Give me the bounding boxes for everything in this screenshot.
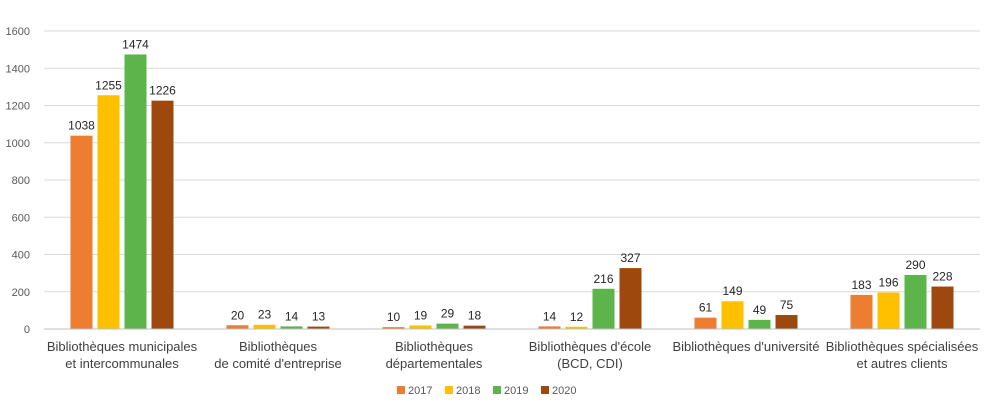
bar-2019 [280,326,303,329]
category-label: Bibliothèques [239,339,318,354]
bar-2020 [931,286,954,329]
data-label: 14 [285,309,299,323]
bar-2018 [253,324,276,329]
y-tick-label: 1000 [6,138,30,150]
legend-label: 2020 [552,385,576,397]
bar-2017 [382,327,405,329]
bar-2017 [850,294,873,329]
data-label: 1474 [122,37,149,51]
y-axis-tick-labels: 0 200 400 600 800 1000 1200 1400 1600 [6,26,30,336]
data-label: 29 [441,307,455,321]
bar-2020 [463,325,486,329]
data-label: 216 [593,272,613,286]
data-label: 20 [231,308,245,322]
y-tick-label: 1600 [6,26,30,38]
data-label: 149 [722,284,742,298]
gridlines [44,30,980,293]
category-label: Bibliothèques municipales [47,339,198,354]
data-label: 196 [878,275,898,289]
data-label: 1038 [68,119,95,133]
data-label: 61 [699,301,713,315]
bar-2018 [409,325,432,329]
legend: 2017 2018 2019 2020 [397,385,576,397]
bar-2017 [538,326,561,329]
data-label: 327 [620,251,640,265]
legend-swatch [397,386,405,394]
category-labels: Bibliothèques municipales et intercommuna… [47,339,979,371]
bar-2020 [307,326,330,329]
bar-2018 [565,326,588,329]
y-tick-label: 200 [12,287,30,299]
data-label: 23 [258,308,272,322]
bar-2019 [124,54,147,329]
legend-label: 2019 [504,385,528,397]
y-tick-label: 1400 [6,63,30,75]
category-label: Bibliothèques d'école [529,339,651,354]
bar-2017 [70,135,93,329]
data-label: 1226 [149,84,176,98]
data-label: 49 [753,303,767,317]
legend-swatch [493,386,501,394]
data-label: 18 [468,309,482,323]
bar-2018 [877,292,900,329]
bar-2017 [694,317,717,329]
category-label: départementales [386,356,483,371]
category-label: Bibliothèques spécialisées [826,339,979,354]
data-label: 1255 [95,78,122,92]
data-label: 12 [570,310,584,324]
data-label: 19 [414,308,428,322]
bar-2019 [904,274,927,329]
bar-2019 [436,323,459,329]
data-label: 183 [851,278,871,292]
bar-2019 [748,319,771,329]
bar-2020 [619,268,642,329]
category-label: et autres clients [856,356,948,371]
legend-label: 2017 [408,385,432,397]
bar-2018 [97,95,120,329]
bar-2017 [226,325,249,329]
legend-swatch [541,386,549,394]
bar-2020 [151,100,174,329]
legend-label: 2018 [456,385,480,397]
legend-swatch [445,386,453,394]
bar-2019 [592,288,615,329]
y-tick-label: 600 [12,212,30,224]
data-label: 14 [543,309,557,323]
y-tick-label: 0 [24,324,30,336]
category-label: et intercommunales [65,356,179,371]
bar-2020 [775,315,798,329]
bars [70,54,954,329]
y-tick-label: 1200 [6,101,30,113]
data-label: 13 [312,310,326,324]
category-label: de comité d'entreprise [214,356,342,371]
data-label: 10 [387,310,401,324]
bar-2018 [721,301,744,329]
category-label: Bibliothèques d'université [672,339,819,354]
data-labels: 1038 1255 1474 1226 20 23 14 13 10 19 29 18 14 12 216 3… [68,37,953,324]
data-label: 228 [932,270,952,284]
category-label: Bibliothèques [395,339,474,354]
data-label: 75 [780,298,794,312]
category-label: (BCD, CDI) [557,356,623,371]
y-tick-label: 800 [12,175,30,187]
y-tick-label: 400 [12,250,30,262]
data-label: 290 [905,258,925,272]
